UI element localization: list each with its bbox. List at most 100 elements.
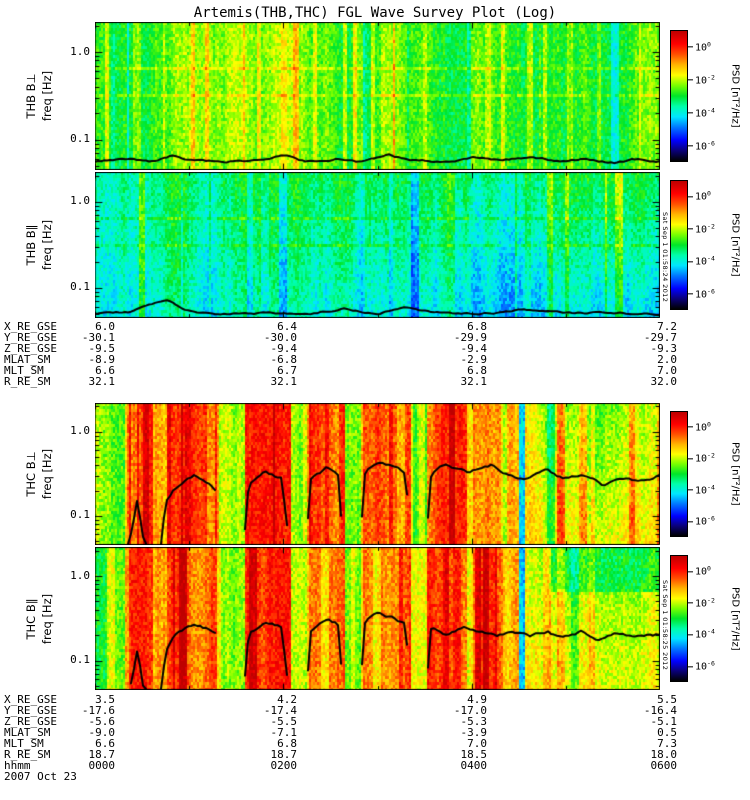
ephemeris-value: -30.1 — [81, 331, 115, 344]
colorbar-scale: 100 10-2 10-4 10-6 — [688, 411, 739, 537]
freq-tick-01hz: 0.1 — [70, 652, 90, 666]
freq-tick-01hz: 0.1 — [70, 508, 90, 522]
ephemeris-value: 7.2 — [657, 320, 677, 333]
ephemeris-row-label: X_RE_GSE — [4, 693, 57, 706]
ephemeris-row-label: X_RE_GSE — [4, 320, 57, 333]
ephemeris-row: Z_RE_GSE -9.5 -9.4 -9.4 -9.3 — [0, 343, 750, 354]
panel-name-label: THB B∥ — [24, 224, 38, 266]
ephemeris-value: -30.0 — [263, 331, 297, 344]
ephemeris-value: -9.4 — [270, 342, 298, 355]
ephemeris-row: Z_RE_GSE -5.6 -5.5 -5.3 -5.1 — [0, 716, 750, 727]
ephemeris-value: -9.4 — [460, 342, 488, 355]
ephemeris-value: -17.0 — [453, 704, 487, 717]
ephemeris-value: 32.1 — [460, 375, 488, 388]
colorbar-scale: 100 10-2 10-4 10-6 — [688, 555, 739, 682]
ephemeris-value: -8.9 — [88, 353, 116, 366]
ephemeris-row: Y_RE_GSE -17.6 -17.4 -17.0 -16.4 — [0, 705, 750, 716]
ephemeris-value: -9.5 — [88, 342, 116, 355]
freq-tick-1hz: 1.0 — [70, 194, 90, 208]
colorbar-tick: 10-4 — [688, 105, 715, 120]
ephemeris-row-label: Z_RE_GSE — [4, 715, 57, 728]
ephemeris-row-label: MLAT_SM — [4, 726, 51, 739]
ephemeris-row-label: MLAT_SM — [4, 353, 51, 366]
ephemeris-value: -17.6 — [81, 704, 115, 717]
colorbar-tick: 10-2 — [688, 222, 715, 236]
ephemeris-value: -9.0 — [88, 726, 116, 739]
ephemeris-row: R_RE_SM 32.1 32.1 32.1 32.0 — [0, 376, 750, 387]
ephemeris-value: -17.4 — [263, 704, 297, 717]
ephemeris-value: -5.1 — [650, 715, 678, 728]
ephemeris-value: 3.5 — [95, 693, 115, 706]
ephemeris-value: 32.1 — [270, 375, 298, 388]
colorbar-tick: 100 — [688, 564, 711, 578]
colorbar-tick: 10-6 — [688, 514, 715, 528]
ephemeris-value: 5.5 — [657, 693, 677, 706]
ephemeris-value: -29.9 — [453, 331, 487, 344]
colorbar-tick: 100 — [688, 39, 711, 54]
ephemeris-row: MLT_SM 6.6 6.8 7.0 7.3 — [0, 738, 750, 749]
ephemeris-value: 18.7 — [270, 748, 298, 761]
colorbar-tick: 10-2 — [688, 451, 715, 465]
panel-thc-bpar: THC B∥ freq [Hz] 1.0 0.1 100 10-2 10-4 1… — [0, 547, 750, 690]
colorbar — [670, 555, 688, 682]
ephemeris-value: 18.0 — [650, 748, 678, 761]
ephemeris-row-label: Z_RE_GSE — [4, 342, 57, 355]
ephemeris-row: MLT_SM 6.6 6.7 6.8 7.0 — [0, 365, 750, 376]
ephemeris-value: -6.8 — [270, 353, 298, 366]
render-timestamp: Sat Sep 1 01:58:25 2012 — [661, 580, 669, 671]
ephemeris-value: 0600 — [650, 759, 678, 772]
ephemeris-value: 7.0 — [657, 364, 677, 377]
ephemeris-row-label: R_RE_SM — [4, 375, 51, 388]
colorbar — [670, 180, 688, 310]
colorbar-tick: 10-6 — [688, 659, 715, 673]
psd-axis-label: PSD [nT²/Hz] — [729, 213, 741, 277]
colorbar-tick: 10-4 — [688, 483, 715, 497]
page-title: Artemis(THB,THC) FGL Wave Survey Plot (L… — [193, 5, 557, 21]
ephemeris-row: X_RE_GSE 6.0 6.4 6.8 7.2 — [0, 321, 750, 332]
ephemeris-value: -9.3 — [650, 342, 678, 355]
panel-thc-bperp: THC B⊥ freq [Hz] 1.0 0.1 100 10-2 10-4 1… — [0, 403, 750, 545]
colorbar-tick: 10-4 — [688, 254, 715, 268]
ephemeris-value: -5.6 — [88, 715, 116, 728]
colorbar-tick: 10-6 — [688, 138, 715, 153]
colorbar-tick: 10-2 — [688, 595, 715, 610]
ephemeris-value: -16.4 — [643, 704, 677, 717]
colorbar-tick: 10-6 — [688, 287, 715, 301]
ephemeris-row: 2007 Oct 23 — [0, 771, 750, 782]
ephemeris-value: 18.5 — [460, 748, 488, 761]
ephemeris-value: 6.8 — [467, 364, 487, 377]
ephemeris-row-label: Y_RE_GSE — [4, 331, 57, 344]
spectrogram-thb-bperp — [95, 22, 660, 170]
freq-tick-1hz: 1.0 — [70, 44, 90, 58]
freq-axis-label: freq [Hz] — [40, 448, 54, 500]
ephemeris-value: 6.0 — [95, 320, 115, 333]
freq-tick-1hz: 1.0 — [70, 424, 90, 438]
ephemeris-row-label: hhmm — [4, 759, 31, 772]
spectrogram-thc-bpar — [95, 547, 660, 690]
ephemeris-value: -5.5 — [270, 715, 298, 728]
ephemeris-row-label: R_RE_SM — [4, 748, 51, 761]
ephemeris-row-label: Y_RE_GSE — [4, 704, 57, 717]
ephemeris-row: MLAT_SM -9.0 -7.1 -3.9 0.5 — [0, 727, 750, 738]
psd-axis-label: PSD [nT²/Hz] — [729, 64, 741, 128]
ephemeris-row: hhmm 0000 0200 0400 0600 — [0, 760, 750, 771]
freq-tick-01hz: 0.1 — [70, 131, 90, 145]
ephemeris-value: 4.9 — [467, 693, 487, 706]
panel-name-label: THB B⊥ — [24, 73, 38, 119]
panel-thb-bpar: THB B∥ freq [Hz] 1.0 0.1 100 10-2 10-4 1… — [0, 172, 750, 318]
ephemeris-row: MLAT_SM -8.9 -6.8 -2.9 2.0 — [0, 354, 750, 365]
ephemeris-table-thc: X_RE_GSE 3.5 4.2 4.9 5.5 Y_RE_GSE -17.6 -17.4 -1… — [0, 694, 750, 782]
colorbar-tick: 10-2 — [688, 72, 715, 87]
psd-axis-label: PSD [nT²/Hz] — [729, 442, 741, 506]
panel-name-label: THC B⊥ — [24, 451, 38, 497]
colorbar — [670, 411, 688, 537]
ephemeris-row-label: MLT_SM — [4, 364, 44, 377]
ephemeris-value: 18.7 — [88, 748, 116, 761]
ephemeris-row: R_RE_SM 18.7 18.7 18.5 18.0 — [0, 749, 750, 760]
freq-axis-label: freq [Hz] — [40, 219, 54, 271]
ephemeris-value: -5.3 — [460, 715, 488, 728]
ephemeris-value: -29.7 — [643, 331, 677, 344]
spectrogram-thc-bperp — [95, 403, 660, 545]
ephemeris-row-label: MLT_SM — [4, 737, 44, 750]
